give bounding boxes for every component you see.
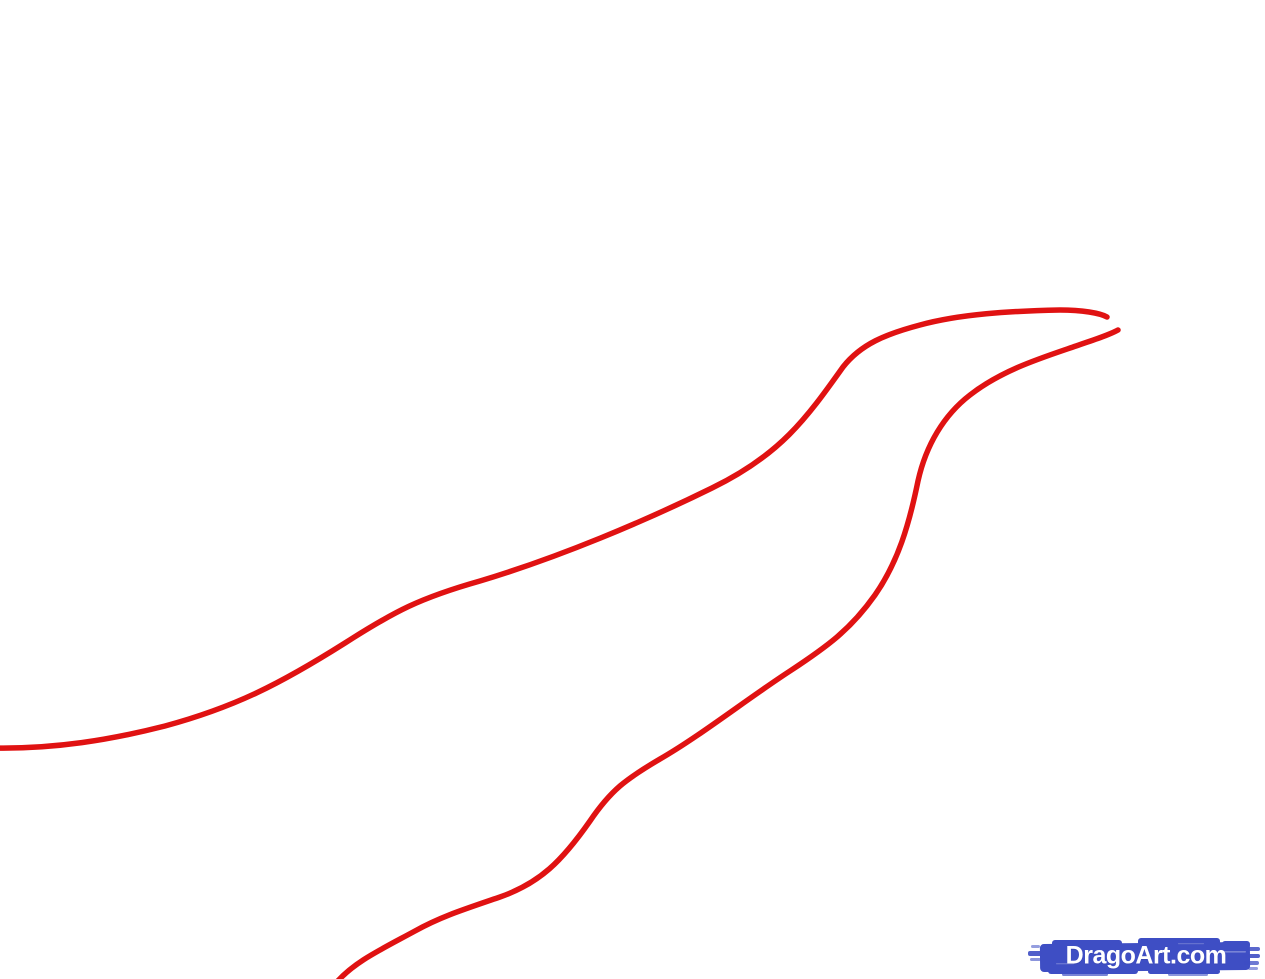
brush-stroke-texture	[1056, 943, 1246, 965]
brush-stroke-shape	[1028, 938, 1260, 976]
dragoart-watermark: DragoArt.com	[1028, 935, 1260, 979]
lower-guide-line	[335, 327, 1121, 979]
upper-guide-line	[0, 307, 1110, 751]
watermark-text: DragoArt.com	[1065, 941, 1227, 970]
brush-stroke-background	[1028, 938, 1260, 976]
